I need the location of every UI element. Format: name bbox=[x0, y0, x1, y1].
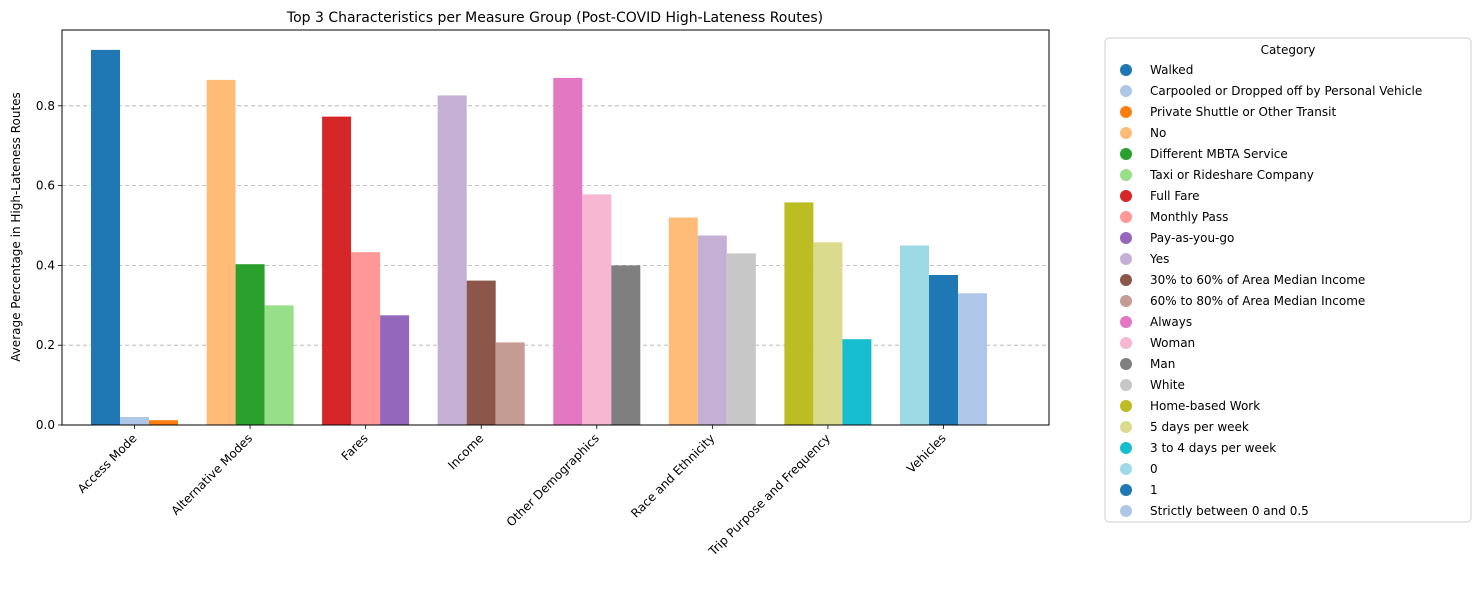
legend-label: 30% to 60% of Area Median Income bbox=[1150, 273, 1365, 287]
bar-other-demographics-0 bbox=[553, 77, 583, 426]
legend-frame bbox=[1104, 37, 1472, 523]
legend-items: Walked Carpooled or Dropped off by Person… bbox=[1120, 63, 1422, 518]
legend-marker bbox=[1120, 358, 1132, 370]
legend-label: 1 bbox=[1150, 483, 1158, 497]
bar-income-1 bbox=[466, 280, 496, 425]
legend-marker bbox=[1120, 400, 1132, 412]
x-tick-label: Trip Purpose and Frequency bbox=[705, 431, 833, 559]
bar-access-mode-1 bbox=[120, 417, 149, 425]
legend-label: Pay-as-you-go bbox=[1150, 231, 1234, 245]
bar-vehicles-1 bbox=[929, 275, 958, 425]
legend-marker bbox=[1120, 295, 1132, 307]
bar-access-mode-0 bbox=[91, 49, 120, 426]
legend-marker bbox=[1120, 463, 1132, 475]
legend-label: Full Fare bbox=[1150, 189, 1200, 203]
legend-label: Strictly between 0 and 0.5 bbox=[1150, 504, 1309, 518]
legend-label: Yes bbox=[1149, 252, 1169, 266]
bar-race-and-ethnicity-2 bbox=[726, 253, 756, 425]
x-axis: Access Mode Alternative Modes Fares Income O… bbox=[75, 425, 949, 559]
legend-marker bbox=[1120, 421, 1132, 433]
legend-label: White bbox=[1150, 378, 1185, 392]
legend-marker bbox=[1120, 253, 1132, 265]
legend: Category Walked Carpooled or Dropped off … bbox=[1104, 37, 1472, 523]
legend-label: Taxi or Rideshare Company bbox=[1149, 168, 1314, 182]
legend-label: Monthly Pass bbox=[1150, 210, 1228, 224]
x-tick-label: Fares bbox=[339, 431, 371, 463]
bar-trip-purpose-and-frequency-2 bbox=[842, 339, 872, 425]
bar-vehicles-0 bbox=[900, 245, 929, 425]
legend-marker bbox=[1120, 211, 1132, 223]
bars bbox=[91, 49, 987, 426]
legend-label: Always bbox=[1150, 315, 1192, 329]
bar-race-and-ethnicity-1 bbox=[697, 235, 727, 425]
x-tick-label: Other Demographics bbox=[504, 431, 602, 529]
legend-marker bbox=[1120, 337, 1132, 349]
legend-label: Walked bbox=[1150, 63, 1193, 77]
legend-label: Home-based Work bbox=[1150, 399, 1260, 413]
y-tick-label: 0.0 bbox=[36, 418, 55, 432]
legend-marker bbox=[1120, 484, 1132, 496]
legend-marker bbox=[1120, 379, 1132, 391]
bar-income-0 bbox=[437, 95, 467, 426]
bar-fares-0 bbox=[322, 116, 352, 425]
bar-fares-1 bbox=[351, 252, 381, 425]
legend-marker bbox=[1120, 106, 1132, 118]
bar-income-2 bbox=[495, 342, 525, 425]
bar-race-and-ethnicity-0 bbox=[668, 217, 698, 425]
bar-other-demographics-1 bbox=[582, 194, 612, 425]
legend-marker bbox=[1120, 316, 1132, 328]
bar-trip-purpose-and-frequency-1 bbox=[813, 242, 843, 425]
legend-marker bbox=[1120, 232, 1132, 244]
legend-marker bbox=[1120, 442, 1132, 454]
legend-label: Woman bbox=[1150, 336, 1195, 350]
legend-label: No bbox=[1150, 126, 1166, 140]
chart-title: Top 3 Characteristics per Measure Group … bbox=[286, 10, 823, 26]
plot-frame bbox=[61, 29, 1050, 426]
legend-label: 0 bbox=[1150, 462, 1158, 476]
legend-marker bbox=[1120, 148, 1132, 160]
legend-marker bbox=[1120, 64, 1132, 76]
legend-title: Category bbox=[1261, 43, 1316, 57]
y-axis: 0.0 0.2 0.4 0.6 0.8 bbox=[36, 99, 62, 432]
y-axis-label: Average Percentage in High-Lateness Rout… bbox=[9, 92, 23, 362]
bar-alternative-modes-0 bbox=[206, 79, 236, 426]
legend-marker bbox=[1120, 85, 1132, 97]
legend-marker bbox=[1120, 190, 1132, 202]
x-tick-label: Vehicles bbox=[904, 431, 949, 476]
legend-label: 3 to 4 days per week bbox=[1150, 441, 1276, 455]
x-tick-label: Race and Ethnicity bbox=[628, 431, 717, 520]
y-tick-label: 0.4 bbox=[36, 258, 55, 272]
legend-label: 5 days per week bbox=[1150, 420, 1249, 434]
y-tick-label: 0.6 bbox=[36, 179, 55, 193]
bar-trip-purpose-and-frequency-0 bbox=[784, 202, 814, 425]
bar-alternative-modes-2 bbox=[264, 305, 294, 425]
legend-label: Different MBTA Service bbox=[1150, 147, 1288, 161]
legend-marker bbox=[1120, 169, 1132, 181]
x-tick-label: Access Mode bbox=[75, 431, 140, 496]
legend-label: Carpooled or Dropped off by Personal Veh… bbox=[1150, 84, 1422, 98]
y-tick-label: 0.2 bbox=[36, 338, 55, 352]
bar-vehicles-2 bbox=[958, 293, 987, 425]
y-tick-label: 0.8 bbox=[36, 99, 55, 113]
legend-label: 60% to 80% of Area Median Income bbox=[1150, 294, 1365, 308]
bar-other-demographics-2 bbox=[611, 265, 641, 425]
legend-marker bbox=[1120, 274, 1132, 286]
bar-access-mode-2 bbox=[149, 420, 178, 425]
legend-label: Man bbox=[1150, 357, 1175, 371]
legend-marker bbox=[1120, 505, 1132, 517]
bar-fares-2 bbox=[380, 315, 410, 425]
legend-marker bbox=[1120, 127, 1132, 139]
legend-label: Private Shuttle or Other Transit bbox=[1150, 105, 1336, 119]
x-tick-label: Alternative Modes bbox=[168, 431, 255, 518]
bar-alternative-modes-1 bbox=[235, 264, 265, 425]
x-tick-label: Income bbox=[445, 431, 486, 472]
